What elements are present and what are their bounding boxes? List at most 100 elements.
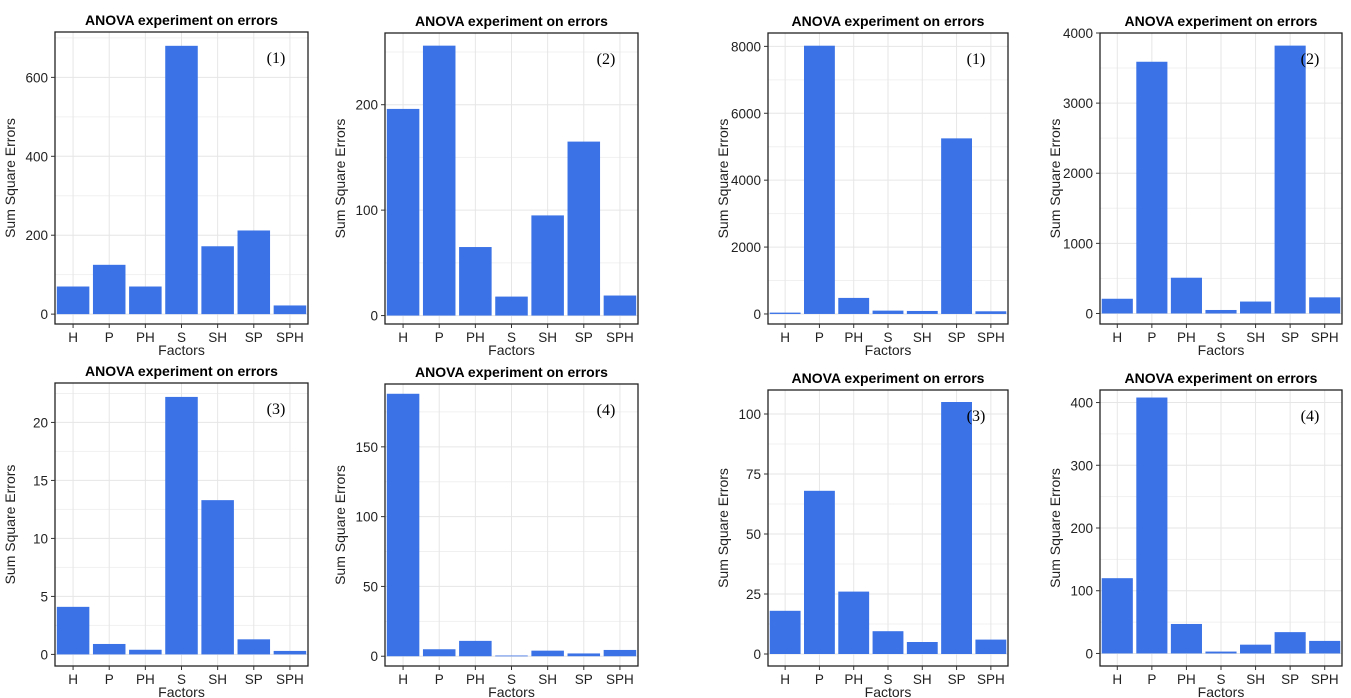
- x-tick-label: SPH: [606, 672, 634, 687]
- bar-SH: [201, 500, 234, 655]
- x-tick-label: S: [177, 672, 186, 687]
- x-tick-label: SP: [245, 672, 263, 687]
- x-tick-label: SPH: [977, 672, 1005, 687]
- bar-SPH: [603, 295, 637, 316]
- y-tick-label: 0: [370, 309, 378, 324]
- y-tick-label: 2000: [731, 240, 761, 255]
- bar-P: [804, 490, 835, 654]
- x-tick-label: PH: [844, 330, 863, 345]
- x-tick-label: H: [398, 330, 408, 345]
- x-tick-label: SH: [538, 672, 557, 687]
- y-tick-label: 0: [370, 649, 378, 664]
- y-tick-label: 100: [355, 510, 378, 525]
- x-tick-label: SPH: [276, 330, 304, 345]
- bar-SP: [567, 141, 601, 316]
- bar-PH: [838, 591, 870, 654]
- bar-SP: [1274, 632, 1306, 654]
- y-tick-label: 0: [40, 647, 48, 662]
- x-tick-label: H: [780, 672, 790, 687]
- bar-SP: [237, 230, 271, 315]
- y-tick-label: 100: [738, 407, 761, 422]
- y-tick-label: 6000: [731, 106, 761, 121]
- x-tick-label: SH: [1246, 330, 1265, 345]
- chart-panel: 0 200 400 600 H P PH S SH SP SPH Factors Sum Square …: [2, 12, 309, 358]
- x-tick-label: P: [105, 672, 114, 687]
- x-tick-label: PH: [1177, 330, 1196, 345]
- x-tick-label: PH: [136, 672, 155, 687]
- x-tick-label: SP: [575, 672, 593, 687]
- panel-label: (2): [597, 51, 616, 68]
- y-tick-label: 200: [1070, 521, 1093, 536]
- x-tick-label: SH: [913, 672, 932, 687]
- chart-title: ANOVA experiment on errors: [85, 363, 278, 379]
- bar-H: [386, 393, 420, 657]
- bar-P: [92, 264, 126, 315]
- x-tick-label: P: [815, 330, 824, 345]
- bar-SP: [1274, 45, 1306, 314]
- bar-P: [1136, 397, 1168, 654]
- x-axis-label: Factors: [488, 684, 535, 698]
- bar-PH: [129, 286, 162, 315]
- chart-panel: 0 5 10 15 20 H P PH S SH SP SPH Factors Sum Square Er…: [2, 363, 309, 698]
- x-tick-label: SH: [538, 330, 557, 345]
- chart-panel: 0 100 200 H P PH S SH SP SPH Factors Sum Square Err…: [332, 13, 639, 358]
- bar-SP: [237, 639, 271, 655]
- x-axis-label: Factors: [158, 342, 205, 358]
- x-tick-label: P: [1147, 672, 1156, 687]
- bar-S: [872, 631, 904, 654]
- x-tick-label: SH: [208, 330, 227, 345]
- x-axis-label: Factors: [1198, 684, 1245, 698]
- x-tick-label: SPH: [276, 672, 304, 687]
- y-tick-label: 1000: [1063, 236, 1093, 251]
- bar-SH: [531, 650, 564, 657]
- y-tick-label: 15: [33, 473, 48, 488]
- x-axis-label: Factors: [488, 342, 535, 358]
- bar-PH: [129, 649, 162, 655]
- bar-SH: [906, 310, 938, 314]
- x-tick-label: PH: [136, 330, 155, 345]
- x-tick-label: SP: [1281, 672, 1299, 687]
- chart-title: ANOVA experiment on errors: [792, 370, 985, 386]
- y-tick-label: 600: [25, 70, 48, 85]
- x-axis-label: Factors: [865, 684, 912, 698]
- bar-SP: [941, 138, 972, 314]
- y-axis-label: Sum Square Errors: [715, 119, 731, 239]
- bar-H: [56, 286, 90, 315]
- y-axis-label: Sum Square Errors: [2, 118, 18, 238]
- chart-panel: 0 25 50 75 100 H P PH S SH SP SPH Factors Sum Square …: [715, 370, 1009, 698]
- x-tick-label: H: [1112, 672, 1122, 687]
- chart-title: ANOVA experiment on errors: [415, 364, 608, 380]
- bar-H: [386, 108, 420, 316]
- y-tick-label: 400: [25, 149, 48, 164]
- y-tick-label: 100: [355, 203, 378, 218]
- x-tick-label: H: [1112, 330, 1122, 345]
- x-tick-label: P: [815, 672, 824, 687]
- y-axis-label: Sum Square Errors: [332, 465, 348, 585]
- y-tick-label: 8000: [731, 39, 761, 54]
- x-tick-label: S: [1216, 672, 1225, 687]
- x-tick-label: SPH: [977, 330, 1005, 345]
- x-tick-label: SH: [208, 672, 227, 687]
- y-axis-label: Sum Square Errors: [1047, 468, 1063, 588]
- bar-SH: [906, 642, 938, 654]
- y-axis-label: Sum Square Errors: [1047, 119, 1063, 239]
- x-tick-label: P: [435, 672, 444, 687]
- bar-SPH: [273, 650, 307, 655]
- x-axis-label: Factors: [865, 342, 912, 358]
- bar-SPH: [1309, 640, 1341, 654]
- x-tick-label: SP: [948, 330, 966, 345]
- y-tick-label: 400: [1070, 396, 1093, 411]
- y-tick-label: 20: [33, 415, 48, 430]
- y-tick-label: 10: [33, 531, 48, 546]
- chart-title: ANOVA experiment on errors: [415, 13, 608, 29]
- y-tick-label: 0: [753, 647, 761, 662]
- x-tick-label: S: [177, 330, 186, 345]
- bar-H: [1101, 578, 1133, 654]
- bar-SP: [941, 402, 972, 654]
- x-tick-label: H: [398, 672, 408, 687]
- x-tick-label: PH: [844, 672, 863, 687]
- x-axis-label: Factors: [1198, 342, 1245, 358]
- bar-P: [92, 643, 126, 655]
- x-tick-label: H: [68, 672, 78, 687]
- panel-label: (4): [1301, 408, 1320, 425]
